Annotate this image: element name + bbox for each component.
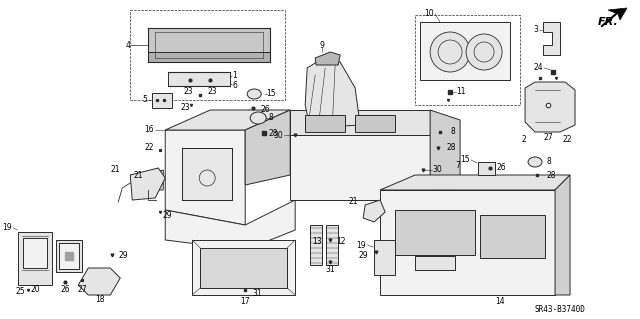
Text: 27: 27 [77, 286, 87, 294]
Text: 15: 15 [460, 155, 470, 165]
Polygon shape [60, 243, 79, 269]
Text: 2: 2 [522, 136, 527, 145]
Polygon shape [165, 130, 245, 225]
Text: 3: 3 [533, 26, 538, 34]
Text: 10: 10 [424, 9, 434, 18]
Text: 23: 23 [180, 103, 190, 113]
Polygon shape [165, 200, 295, 250]
Polygon shape [420, 22, 510, 80]
Bar [131, 10, 285, 100]
Text: 11: 11 [456, 87, 465, 97]
Text: 12: 12 [336, 238, 346, 247]
Text: 16: 16 [145, 125, 154, 135]
Ellipse shape [528, 157, 542, 167]
Polygon shape [480, 215, 545, 258]
Polygon shape [182, 148, 232, 200]
Polygon shape [19, 232, 52, 285]
Text: 28: 28 [546, 170, 556, 180]
Polygon shape [200, 248, 287, 288]
Text: 9: 9 [320, 41, 324, 49]
Text: 1: 1 [232, 71, 237, 80]
Text: 20: 20 [31, 286, 40, 294]
Text: 29: 29 [163, 211, 172, 219]
Polygon shape [131, 168, 165, 200]
Text: 8: 8 [546, 158, 551, 167]
Bar [415, 15, 520, 105]
Polygon shape [430, 110, 460, 200]
Polygon shape [147, 170, 163, 190]
Text: 25: 25 [15, 287, 25, 296]
Text: 23: 23 [183, 86, 193, 95]
Polygon shape [290, 110, 430, 135]
Polygon shape [478, 162, 495, 175]
Polygon shape [363, 200, 385, 222]
Polygon shape [608, 8, 627, 20]
Text: 8: 8 [268, 114, 273, 122]
Text: 17: 17 [241, 298, 250, 307]
Text: 19: 19 [3, 224, 12, 233]
Text: 27: 27 [543, 132, 553, 142]
Text: 15: 15 [266, 90, 276, 99]
Polygon shape [23, 238, 47, 268]
Text: 21: 21 [134, 170, 143, 180]
Polygon shape [165, 110, 290, 130]
Polygon shape [78, 268, 120, 295]
Polygon shape [374, 240, 395, 275]
Polygon shape [56, 240, 83, 272]
Text: SR43-B3740D: SR43-B3740D [534, 306, 586, 315]
Polygon shape [395, 210, 475, 255]
Text: 31: 31 [252, 288, 262, 298]
Polygon shape [380, 175, 570, 190]
Text: 29: 29 [118, 250, 128, 259]
Text: 26: 26 [496, 164, 506, 173]
Text: 21: 21 [111, 166, 120, 174]
Text: 24: 24 [533, 63, 543, 72]
Polygon shape [415, 256, 455, 270]
Text: 26: 26 [60, 286, 70, 294]
Text: 30: 30 [432, 166, 442, 174]
Text: 8: 8 [450, 128, 455, 137]
Polygon shape [290, 135, 430, 200]
Polygon shape [543, 22, 560, 55]
Text: 4: 4 [125, 41, 131, 49]
Text: 6: 6 [232, 80, 237, 90]
Polygon shape [245, 110, 290, 185]
Circle shape [430, 32, 470, 72]
Polygon shape [168, 72, 230, 86]
Polygon shape [310, 225, 322, 265]
Text: 26: 26 [260, 105, 270, 114]
Text: FR.: FR. [598, 17, 619, 27]
Polygon shape [148, 52, 270, 62]
Text: 28: 28 [446, 144, 456, 152]
Text: 18: 18 [95, 295, 105, 305]
Polygon shape [152, 93, 172, 108]
Text: 19: 19 [356, 241, 366, 249]
Polygon shape [355, 115, 395, 132]
Text: 29: 29 [358, 250, 368, 259]
Ellipse shape [250, 112, 266, 124]
Polygon shape [525, 82, 575, 132]
Polygon shape [315, 52, 340, 65]
Polygon shape [192, 240, 295, 295]
Text: 30: 30 [273, 130, 283, 139]
Text: 28: 28 [268, 129, 278, 137]
Text: 5: 5 [142, 95, 147, 105]
Text: 22: 22 [563, 136, 572, 145]
Polygon shape [148, 28, 270, 52]
Polygon shape [305, 58, 360, 128]
Text: 13: 13 [312, 238, 322, 247]
Ellipse shape [247, 89, 261, 99]
Text: 14: 14 [495, 298, 505, 307]
Polygon shape [305, 115, 345, 132]
Text: 23: 23 [207, 86, 217, 95]
Text: 21: 21 [349, 197, 358, 206]
Text: 7: 7 [455, 160, 460, 169]
Polygon shape [555, 175, 570, 295]
Circle shape [466, 34, 502, 70]
Text: 31: 31 [325, 265, 335, 275]
Polygon shape [380, 190, 555, 295]
Text: 22: 22 [145, 144, 154, 152]
Polygon shape [326, 225, 338, 265]
